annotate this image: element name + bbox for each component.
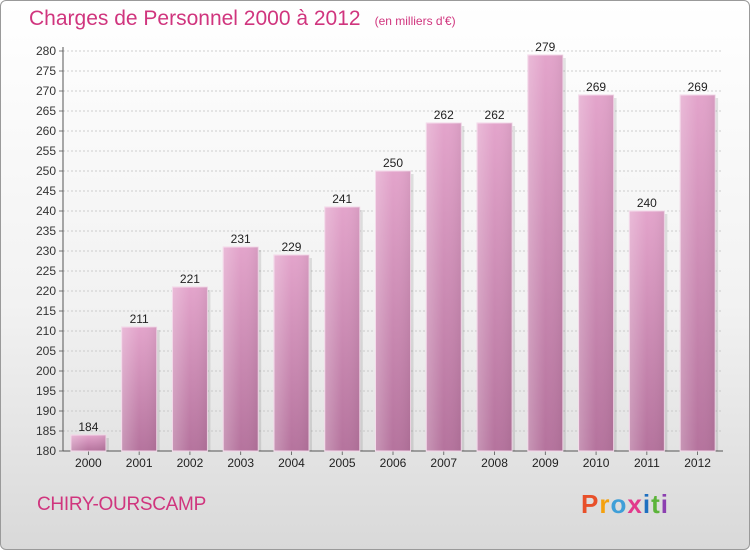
y-tick-label-265: 265	[36, 104, 56, 118]
data-label-2011: 240	[637, 196, 657, 210]
y-tick-label-190: 190	[36, 404, 56, 418]
y-tick-label-250: 250	[36, 164, 56, 178]
bar-shine-2012	[680, 95, 716, 451]
y-tick-label-200: 200	[36, 364, 56, 378]
data-label-2007: 262	[434, 108, 454, 122]
logo-letter: x	[627, 489, 643, 519]
x-tick-label-2002: 2002	[177, 456, 204, 470]
commune-name: CHIRY-OURSCAMP	[37, 494, 206, 515]
x-tick-label-2006: 2006	[380, 456, 407, 470]
y-tick-label-240: 240	[36, 204, 56, 218]
logo-letter: o	[610, 489, 628, 519]
y-tick-label-180: 180	[36, 444, 56, 458]
bar-shine-2003	[223, 247, 259, 451]
chart-subtitle: (en milliers d'€)	[374, 14, 456, 28]
data-label-2004: 229	[281, 240, 301, 254]
data-label-2006: 250	[383, 156, 403, 170]
x-tick-label-2004: 2004	[278, 456, 305, 470]
x-tick-label-2010: 2010	[583, 456, 610, 470]
proxiti-logo[interactable]: Proxiti	[581, 489, 669, 520]
x-tick-label-2012: 2012	[684, 456, 711, 470]
bar-shine-2005	[324, 207, 360, 451]
x-tick-label-2011: 2011	[634, 456, 660, 470]
x-tick-label-2000: 2000	[75, 456, 102, 470]
chart-title: Charges de Personnel 2000 à 2012	[29, 7, 361, 30]
bar-shine-2000	[70, 435, 106, 451]
x-tick-label-2003: 2003	[227, 456, 254, 470]
bar-shine-2009	[527, 55, 563, 451]
bar-shine-2004	[273, 255, 309, 451]
y-tick-label-220: 220	[36, 284, 56, 298]
logo-letter: P	[581, 489, 600, 519]
y-tick-label-245: 245	[36, 184, 56, 198]
y-tick-label-205: 205	[36, 344, 56, 358]
data-label-2010: 269	[586, 80, 606, 94]
y-tick-label-235: 235	[36, 224, 56, 238]
bar-shine-2011	[629, 211, 665, 451]
x-tick-label-2007: 2007	[430, 456, 457, 470]
y-tick-label-225: 225	[36, 264, 56, 278]
data-label-2003: 231	[231, 232, 251, 246]
bar-shine-2008	[477, 123, 513, 451]
data-label-2005: 241	[332, 192, 352, 206]
data-label-2001: 211	[130, 312, 149, 326]
y-tick-label-230: 230	[36, 244, 56, 258]
logo-letter: i	[660, 489, 669, 519]
y-tick-label-215: 215	[36, 304, 56, 318]
bars	[70, 54, 719, 452]
y-tick-label-185: 185	[36, 424, 56, 438]
y-tick-label-260: 260	[36, 124, 56, 138]
chart-title-row: Charges de Personnel 2000 à 2012 (en mill…	[29, 7, 456, 31]
y-tick-label-280: 280	[36, 44, 56, 58]
tick-labels: 180 185 190 195 200 205 210 215 220 225 230 235 240 2…	[36, 44, 711, 470]
data-label-2008: 262	[485, 108, 505, 122]
y-tick-label-255: 255	[36, 144, 56, 158]
bar-shine-2002	[172, 287, 208, 451]
data-label-2000: 184	[78, 420, 98, 434]
logo-letter: i	[642, 489, 652, 519]
x-tick-label-2001: 2001	[126, 456, 153, 470]
x-tick-label-2009: 2009	[532, 456, 559, 470]
y-tick-label-195: 195	[36, 384, 56, 398]
bar-shine-2010	[578, 95, 614, 451]
y-tick-label-210: 210	[36, 324, 56, 338]
logo-letter: r	[599, 489, 611, 519]
bar-shine-2007	[426, 123, 462, 451]
logo-letter: t	[651, 489, 661, 519]
data-labels: 184 211 221 231 229 241 250 262 262 279 269 240 269	[78, 40, 708, 434]
y-tick-label-270: 270	[36, 84, 56, 98]
x-tick-label-2005: 2005	[329, 456, 356, 470]
data-label-2002: 221	[180, 272, 200, 286]
data-label-2012: 269	[688, 80, 708, 94]
bar-shine-2006	[375, 171, 411, 451]
data-label-2009: 279	[535, 40, 555, 54]
bar-shine-2001	[121, 327, 157, 451]
x-tick-label-2008: 2008	[481, 456, 508, 470]
y-tick-label-275: 275	[36, 64, 56, 78]
